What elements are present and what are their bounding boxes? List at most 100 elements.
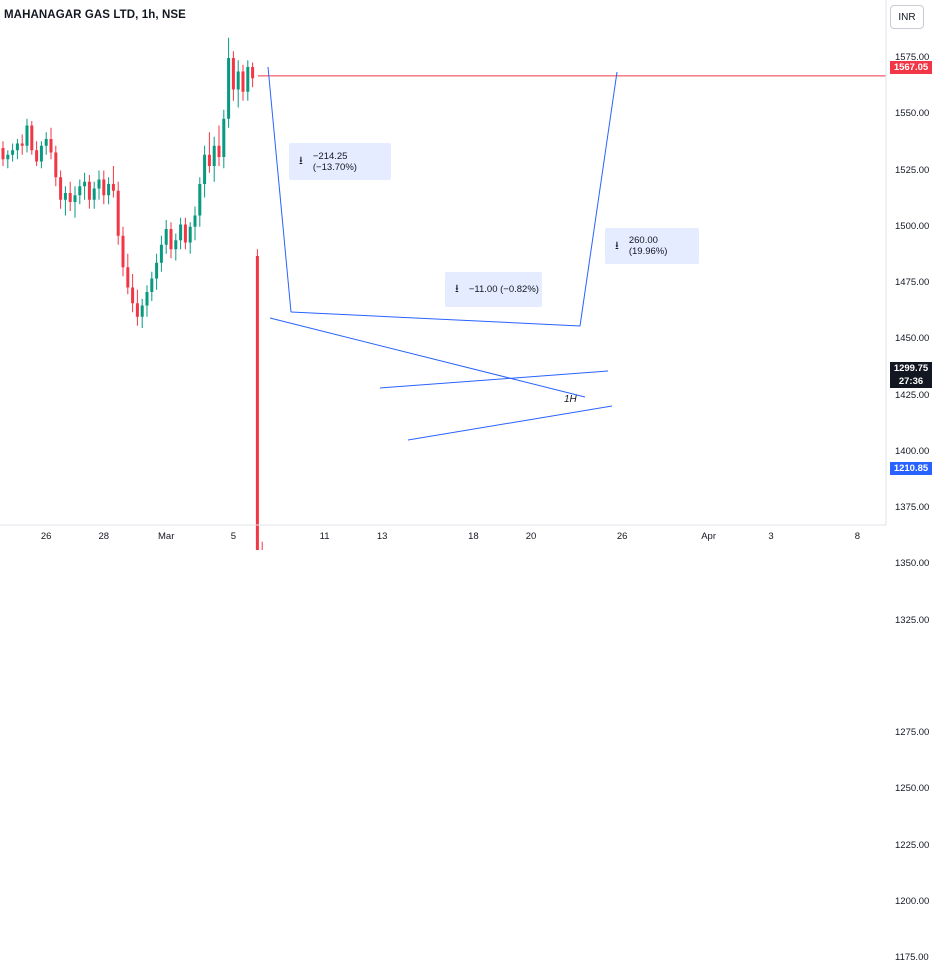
candle bbox=[30, 121, 34, 155]
candle bbox=[255, 249, 259, 550]
candle-body bbox=[35, 150, 39, 162]
candle bbox=[212, 136, 216, 182]
candle bbox=[236, 60, 240, 108]
projection-leg-down bbox=[267, 66, 292, 313]
time-tick-label: 11 bbox=[319, 531, 330, 542]
candle bbox=[39, 141, 43, 169]
candle-body bbox=[193, 215, 197, 227]
candle-body bbox=[255, 256, 259, 550]
measure-box-target[interactable]: ⭳ 260.00 (19.96%) bbox=[605, 228, 699, 264]
candle-body bbox=[198, 184, 202, 216]
time-tick-label: 28 bbox=[98, 531, 110, 542]
candle-body bbox=[217, 145, 221, 157]
candle-body bbox=[83, 181, 87, 187]
price-tick-label: 1575.00 bbox=[895, 52, 930, 63]
candle-body bbox=[241, 71, 245, 92]
candle-body bbox=[116, 190, 120, 236]
candle-body bbox=[44, 139, 48, 146]
candle-body bbox=[231, 58, 235, 90]
time-tick-label: 20 bbox=[525, 531, 537, 542]
time-tick-label: 18 bbox=[468, 531, 479, 542]
candle bbox=[107, 177, 111, 205]
candle bbox=[188, 222, 192, 254]
candle bbox=[174, 233, 178, 261]
candle bbox=[193, 206, 197, 241]
price-tick-label: 1500.00 bbox=[895, 220, 930, 232]
time-tick-label: Mar bbox=[158, 531, 175, 542]
price-tick-label: 1325.00 bbox=[895, 614, 930, 626]
currency-button[interactable]: INR bbox=[890, 5, 924, 29]
candle-body bbox=[121, 235, 125, 268]
candle-body bbox=[169, 229, 173, 250]
candle bbox=[179, 217, 183, 250]
candle bbox=[261, 541, 263, 550]
candle-body bbox=[159, 244, 163, 263]
candle-body bbox=[97, 179, 101, 189]
price-chart[interactable] bbox=[0, 0, 932, 550]
triangle-lower-line bbox=[407, 405, 613, 441]
price-tick-label: 1475.00 bbox=[895, 277, 930, 288]
candle bbox=[246, 60, 250, 101]
candle bbox=[20, 134, 24, 155]
candle bbox=[121, 226, 125, 277]
price-tick-label: 1375.00 bbox=[895, 502, 930, 513]
candle bbox=[59, 170, 63, 209]
candle bbox=[145, 285, 149, 317]
price-tick-label: 1250.00 bbox=[895, 783, 930, 795]
candle-body bbox=[207, 154, 211, 166]
candle bbox=[49, 127, 53, 160]
candle-body bbox=[20, 143, 24, 146]
measure-label: −214.25 (−13.70%) bbox=[312, 150, 357, 173]
triangle-upper-line bbox=[379, 370, 609, 389]
candle bbox=[73, 186, 77, 218]
candle bbox=[164, 220, 168, 254]
candle-body bbox=[68, 193, 72, 202]
candle bbox=[241, 64, 245, 101]
candle-body bbox=[212, 145, 216, 166]
measure-icon: ⭳ bbox=[615, 239, 619, 252]
support-price-tag: 1210.85 bbox=[890, 462, 932, 475]
candle-body bbox=[54, 152, 58, 178]
candle bbox=[92, 181, 96, 209]
candle bbox=[198, 177, 202, 227]
candle bbox=[150, 271, 154, 301]
time-tick-label: 3 bbox=[768, 531, 774, 542]
measure-box-drop[interactable]: ⭳ −214.25 (−13.70%) bbox=[289, 143, 391, 180]
candle bbox=[135, 289, 139, 326]
time-tick-label: 26 bbox=[40, 531, 52, 542]
projection-leg-up bbox=[579, 71, 618, 327]
candle bbox=[251, 62, 255, 88]
candle-body bbox=[246, 67, 250, 92]
candle bbox=[155, 253, 159, 290]
candle-body bbox=[126, 267, 130, 288]
candle bbox=[54, 145, 58, 187]
candle bbox=[217, 125, 221, 166]
candle bbox=[126, 253, 130, 295]
candle-body bbox=[183, 224, 187, 243]
candle bbox=[169, 222, 173, 259]
candle bbox=[6, 150, 10, 169]
candle-body bbox=[111, 184, 115, 191]
measure-box-flat[interactable]: ⭳ −11.00 (−0.82%) bbox=[445, 272, 542, 307]
resistance-price-tag: 1567.05 bbox=[890, 61, 932, 74]
price-tick-label: 1175.00 bbox=[895, 952, 929, 963]
price-tick-label: 1450.00 bbox=[895, 333, 930, 345]
candle bbox=[15, 139, 19, 160]
price-tick-label: 1275.00 bbox=[895, 727, 930, 738]
candle-body bbox=[251, 67, 255, 79]
time-tick-label: 26 bbox=[616, 531, 628, 542]
candle-body bbox=[87, 181, 91, 200]
candle bbox=[159, 235, 163, 272]
price-tick-label: 1425.00 bbox=[895, 389, 930, 401]
candle bbox=[25, 118, 29, 153]
price-tick-label: 1525.00 bbox=[895, 164, 930, 176]
candle bbox=[227, 37, 231, 128]
symbol-title[interactable]: MAHANAGAR GAS LTD, 1h, NSE bbox=[4, 9, 186, 21]
candle bbox=[222, 109, 226, 169]
candle-body bbox=[155, 262, 159, 279]
candle bbox=[207, 132, 211, 173]
candle-body bbox=[49, 139, 53, 153]
candle-body bbox=[39, 145, 43, 162]
time-tick-label: 8 bbox=[854, 531, 861, 542]
measure-icon: ⭳ bbox=[455, 283, 459, 295]
